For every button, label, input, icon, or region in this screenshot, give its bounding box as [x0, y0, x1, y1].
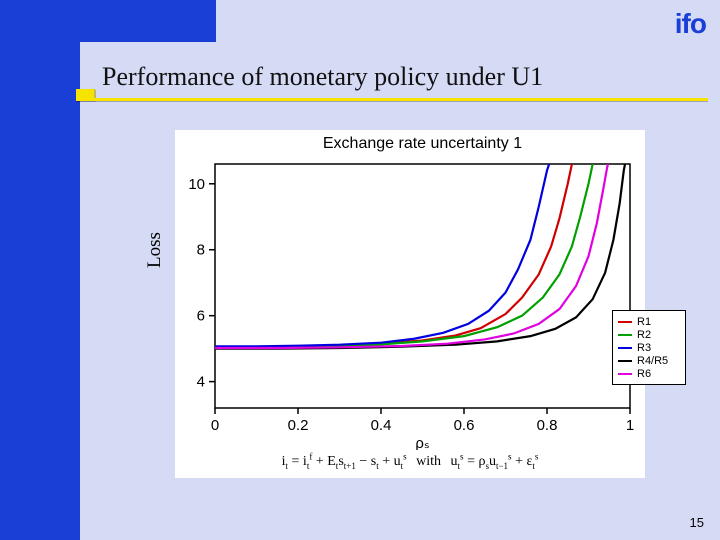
legend-swatch	[618, 334, 632, 336]
svg-text:0.6: 0.6	[454, 417, 475, 434]
svg-text:10: 10	[188, 176, 205, 193]
chart-legend: R1R2R3R4/R5R6	[612, 310, 686, 385]
legend-item: R2	[618, 328, 680, 341]
equation-text: it = itf + Etst+1 − st + uts with uts = …	[282, 454, 539, 469]
legend-label: R6	[637, 368, 651, 380]
legend-label: R4/R5	[637, 355, 668, 367]
svg-text:ρₛ: ρₛ	[415, 435, 429, 450]
yaxis-label-extra: Loss	[144, 232, 166, 268]
legend-swatch	[618, 347, 632, 349]
decor-topbar	[0, 0, 216, 42]
equation-box: it = itf + Etst+1 − st + uts with uts = …	[175, 450, 645, 478]
legend-swatch	[618, 321, 632, 323]
logo-ifo: ifo	[675, 8, 706, 40]
svg-text:1: 1	[626, 417, 634, 434]
legend-label: R1	[637, 316, 651, 328]
legend-label: R3	[637, 342, 651, 354]
legend-item: R3	[618, 341, 680, 354]
svg-text:0.2: 0.2	[288, 417, 309, 434]
svg-text:0: 0	[211, 417, 219, 434]
decor-sidebar	[0, 42, 80, 540]
legend-item: R1	[618, 315, 680, 328]
page-number: 15	[690, 515, 704, 530]
legend-label: R2	[637, 329, 651, 341]
main-chart: Exchange rate uncertainty 1 4 6 8 10 0 0.2 0.4 0…	[175, 130, 645, 450]
svg-text:6: 6	[197, 308, 205, 325]
legend-swatch	[618, 373, 632, 375]
svg-text:8: 8	[197, 242, 205, 259]
slide-title: Performance of monetary policy under U1	[102, 62, 543, 92]
legend-item: R4/R5	[618, 354, 680, 367]
slide-root: ifo Performance of monetary policy under…	[0, 0, 720, 540]
svg-text:4: 4	[197, 374, 205, 391]
legend-item: R6	[618, 367, 680, 380]
svg-text:0.4: 0.4	[371, 417, 392, 434]
legend-swatch	[618, 360, 632, 362]
decor-title-underline	[76, 96, 708, 106]
svg-text:0.8: 0.8	[537, 417, 558, 434]
svg-text:Exchange rate uncertainty 1: Exchange rate uncertainty 1	[323, 135, 522, 152]
